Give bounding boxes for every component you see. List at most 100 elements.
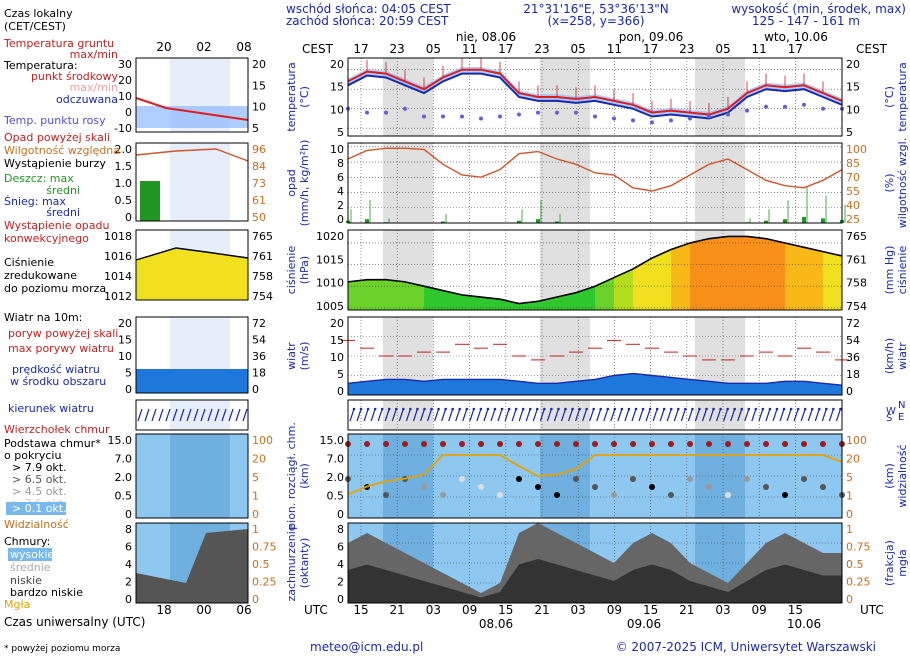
- temp-mid-label: punkt środkowy: [31, 70, 119, 83]
- y-axis-unit: (hPa): [298, 256, 311, 284]
- precip-above-label: Opad powyżej skali: [4, 131, 110, 144]
- y-right-tick-label: 40: [846, 199, 860, 212]
- mini-wind-arrow: [179, 408, 185, 422]
- local-time-tz: (CET/CEST): [4, 20, 66, 33]
- wind-dir-arrow: [398, 408, 404, 422]
- wind-dir-head: [536, 407, 539, 411]
- mini-panel-frame: [135, 316, 249, 394]
- mini-panel-cover: 8 6 4 2 0 1 0.75 0.5 0.25 0: [125, 522, 277, 606]
- pressure-area: [785, 242, 804, 310]
- pressure-area: [462, 294, 481, 310]
- y-right-tick-label: 10: [846, 103, 860, 116]
- mini-y-tick: 0.5: [115, 490, 133, 503]
- dew-point-dot: [517, 112, 521, 117]
- cloud-base-dot: [801, 476, 807, 482]
- y-tick-label: 10: [330, 143, 344, 156]
- y-axis-label: wiatr: [285, 342, 298, 370]
- cl-vlow-label: bardzo niskie: [10, 586, 83, 599]
- wind-dir-arrow: [666, 408, 672, 422]
- wind-dir-arrow: [539, 408, 545, 422]
- cloud-top-dot: [383, 441, 389, 447]
- pressure-area: [405, 281, 424, 310]
- wind-dir-arrow: [645, 408, 651, 422]
- wind-dir-arrow: [589, 408, 595, 422]
- top-hour-tick: 11: [607, 42, 622, 56]
- dew-point-dot: [631, 118, 635, 123]
- wind-dir-head: [677, 407, 680, 411]
- wind-dir-arrow: [814, 408, 820, 422]
- wind-dir-head: [416, 407, 419, 411]
- cloud-top-dot: [611, 441, 617, 447]
- mini-y-tick: 10: [118, 90, 132, 103]
- mini-wind-arrow: [200, 408, 206, 422]
- wind-dir-head: [493, 407, 497, 411]
- wind-dir-head: [479, 407, 483, 411]
- y-right-tick-label: 20: [846, 453, 860, 466]
- mini-y-right-tick: 0.75: [252, 541, 277, 554]
- dew-point-dot: [821, 106, 825, 111]
- elevation-label: wysokość (min, środek, max): [731, 2, 906, 16]
- mini-y-right-tick: 96: [252, 143, 266, 156]
- y-right-tick-label: 85: [846, 157, 860, 170]
- y-tick-label: 8: [337, 523, 344, 536]
- wind-dir-arrow: [546, 408, 552, 422]
- wind-dir-head: [740, 407, 744, 411]
- y-tick-label: 7.0: [327, 453, 345, 466]
- wind-dir-head: [352, 407, 356, 411]
- mini-y-tick: 0: [125, 211, 132, 224]
- cloud-base-label-2: o pokryciu: [4, 449, 61, 462]
- footer-email[interactable]: meteo@icm.edu.pl: [310, 640, 423, 654]
- precip-bar: [802, 216, 806, 223]
- panel-pressure: [347, 229, 843, 311]
- mini-y-right-tick: 0.25: [252, 576, 277, 589]
- wind-dir-arrow: [610, 408, 616, 422]
- wind-dir-head: [648, 407, 652, 411]
- pressure-area: [823, 251, 842, 310]
- cloud-low-area: [348, 523, 842, 603]
- mini-y-right-tick: 54: [252, 334, 266, 347]
- wind-dir-head: [775, 407, 779, 411]
- wind-dir-head: [825, 407, 828, 411]
- panel-cloudbase: [345, 433, 845, 519]
- wind-dir-head: [514, 407, 518, 411]
- mini-wind-arrow: [172, 408, 178, 422]
- cloud-base-dot: [763, 484, 769, 490]
- panel-frame: [347, 433, 843, 519]
- y-tick-label: 0: [337, 593, 344, 606]
- wind-dir-arrow: [504, 408, 510, 422]
- wind-dir-head: [662, 407, 666, 411]
- compass-s: S: [886, 413, 892, 424]
- mini-y-right-tick: 15: [252, 79, 266, 92]
- panel-cover: [347, 522, 843, 604]
- visibility-line: [347, 454, 843, 496]
- mini-wind-arrow: [235, 408, 241, 422]
- top-hour-tick: 11: [462, 42, 477, 56]
- wind-dir-head: [486, 407, 490, 411]
- wind-dir-head: [423, 407, 426, 411]
- wind-dir-arrow: [716, 408, 722, 422]
- compass-w: W: [886, 406, 896, 417]
- wind-dir-arrow: [349, 408, 355, 422]
- okt-1: > 7.9 okt.: [12, 461, 67, 474]
- pressure-area: [557, 292, 576, 310]
- mini-y-tick: 10: [118, 350, 132, 363]
- pressure-area: [747, 236, 766, 310]
- y-axis-label: pion. rozciągł. chm.: [285, 422, 298, 530]
- header: wschód słońca: 04:05 CEST zachód słońca:…: [286, 2, 906, 28]
- wind-dir-head: [606, 407, 610, 411]
- dew-point-dot: [669, 118, 673, 123]
- mini-y-tick: 0: [125, 383, 132, 396]
- mini-wind-arrow: [151, 408, 157, 422]
- wind-dir-arrow: [518, 408, 524, 422]
- mini-temp-line: [135, 97, 249, 121]
- top-hour-tick: 05: [571, 42, 586, 56]
- wind-dir-arrow: [448, 408, 454, 422]
- wind-dir-arrow: [758, 408, 764, 422]
- temp-maxmin-label: max/min: [70, 81, 118, 94]
- wind-dir-head: [684, 407, 687, 411]
- wind-dir-arrow: [370, 408, 376, 422]
- mini-panel-frame: [135, 433, 249, 519]
- y-right-tick-label: 1: [846, 523, 853, 536]
- y-right-tick-label: 54: [846, 334, 860, 347]
- mini-y-right-tick: 0: [252, 383, 259, 396]
